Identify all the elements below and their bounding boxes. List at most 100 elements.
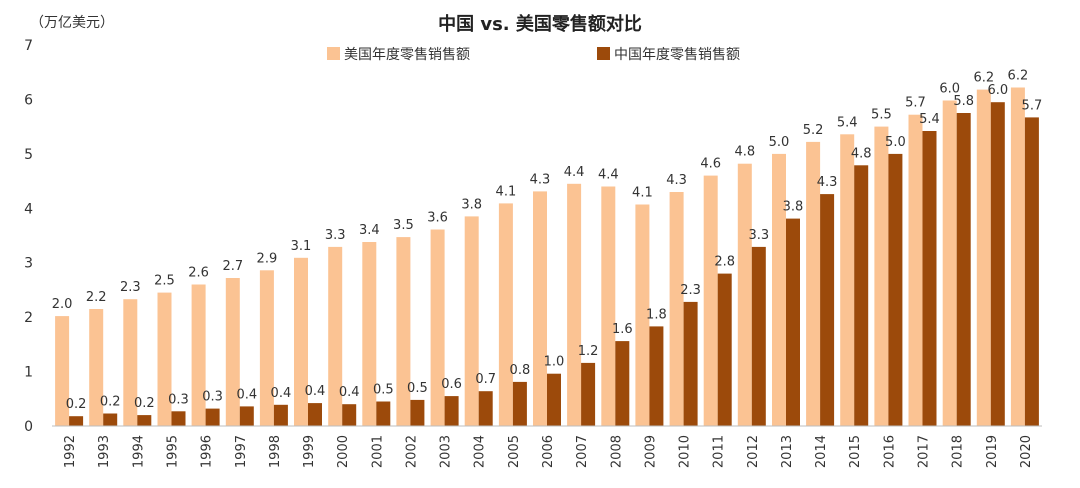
bar-us-2020 [1010,87,1025,426]
data-label-us-1992: 2.0 [52,297,73,312]
x-tick-label: 2004 [473,435,488,468]
data-label-us-2003: 3.6 [427,211,448,226]
y-axis-unit-label: （万亿美元） [30,15,114,31]
bar-us-1997 [225,278,240,426]
bar-us-2004 [464,216,479,426]
data-label-us-2016: 5.5 [871,108,892,123]
bar-china-2002 [410,399,425,426]
bar-us-2005 [498,203,513,426]
bar-china-2017 [922,131,937,426]
x-tick-label: 2001 [370,435,385,468]
bar-us-1995 [157,292,172,426]
bar-us-2011 [703,175,718,426]
legend-swatch-us [327,47,340,60]
y-tick-label: 7 [24,38,33,54]
x-tick-label: 1994 [131,435,146,468]
bar-us-1993 [89,309,104,426]
legend-label-us: 美国年度零售销售额 [344,47,470,63]
legend-label-china: 中国年度零售销售额 [614,47,740,63]
data-label-china-2009: 1.8 [646,307,667,322]
x-tick-label: 2017 [917,435,932,468]
data-label-china-2015: 4.8 [851,146,872,161]
bar-us-2017 [908,114,923,426]
bar-us-2014 [806,141,821,426]
bar-china-2011 [717,273,732,426]
data-label-china-1997: 0.4 [236,387,257,402]
y-axis: 0 1 2 3 4 5 6 7 [24,38,33,435]
x-tick-label: 2019 [985,435,1000,468]
data-label-china-2014: 4.3 [817,175,838,190]
data-label-us-2001: 3.4 [359,223,380,238]
bar-china-2005 [512,381,527,426]
x-tick-label: 1992 [63,435,78,468]
x-tick-label: 2010 [678,435,693,468]
bar-us-2013 [772,153,786,426]
bar-us-2007 [567,183,582,426]
data-label-china-1994: 0.2 [134,396,155,411]
bar-us-2003 [430,229,445,426]
data-label-china-2008: 1.6 [612,322,633,337]
x-tick-label: 2015 [848,435,863,468]
data-label-china-2006: 1.0 [544,355,565,370]
data-label-us-2005: 4.1 [496,184,517,199]
x-tick-label: 2014 [814,435,829,468]
x-tick-label: 2012 [746,435,761,468]
data-label-china-2017: 5.4 [919,112,940,127]
y-tick-label: 3 [24,256,33,272]
x-tick-label: 1993 [97,435,112,468]
data-label-us-2014: 5.2 [803,123,824,138]
bar-china-2013 [786,218,800,426]
data-label-china-2005: 0.8 [510,363,531,378]
data-label-china-2010: 2.3 [680,283,701,298]
bar-china-2012 [751,246,766,426]
bar-china-1992 [69,416,84,426]
y-tick-label: 0 [24,419,33,435]
data-label-us-1999: 3.1 [291,239,312,254]
legend-swatch-china [597,47,610,60]
data-label-us-2006: 4.3 [530,172,551,187]
data-label-china-2003: 0.6 [441,377,462,392]
bar-us-1999 [294,257,308,426]
data-label-china-2019: 6.0 [987,83,1008,98]
data-label-china-2012: 3.3 [748,228,769,243]
bar-us-2006 [533,191,547,426]
data-label-us-2017: 5.7 [905,96,926,111]
data-label-us-2010: 4.3 [666,173,687,188]
x-tick-label: 2011 [712,435,727,468]
bar-china-2014 [820,194,835,426]
x-tick-label: 2007 [575,435,590,468]
bar-us-2018 [942,100,957,426]
bar-us-2000 [328,246,343,426]
x-tick-label: 2008 [609,435,624,468]
data-label-us-1994: 2.3 [120,280,141,295]
y-tick-label: 4 [24,201,33,217]
data-label-china-2013: 3.8 [783,200,804,215]
data-label-us-1995: 2.5 [154,274,175,289]
data-label-china-1995: 0.3 [168,392,189,407]
data-label-us-2007: 4.4 [564,165,585,180]
data-label-us-2020: 6.2 [1008,69,1029,84]
bar-china-2018 [956,113,971,426]
bar-series-group: 2.0 0.2 2.2 0.2 2.3 0.2 2.5 0.3 2.6 0.3 2.7 0.4 2.9 0… [52,69,1042,427]
x-tick-label: 2003 [439,435,454,468]
data-label-us-2004: 3.8 [461,197,482,212]
bar-china-2004 [478,391,493,426]
data-label-china-2018: 5.8 [953,94,974,109]
x-tick-label: 1999 [302,435,317,468]
data-label-us-1993: 2.2 [86,290,107,305]
x-tick-label: 2000 [336,435,351,468]
data-label-china-2016: 5.0 [885,135,906,150]
data-label-china-1993: 0.2 [100,395,121,410]
bar-china-2001 [376,401,391,426]
bar-us-2015 [840,134,855,427]
x-tick-label: 2002 [404,435,419,468]
bar-us-2019 [976,89,991,426]
data-label-china-2011: 2.8 [714,255,735,270]
data-label-us-2002: 3.5 [393,218,414,233]
data-label-china-2001: 0.5 [373,383,394,398]
bar-china-2020 [1024,117,1039,427]
bar-china-1993 [103,413,118,426]
data-label-china-2004: 0.7 [475,372,496,387]
bar-china-2019 [990,102,1005,426]
